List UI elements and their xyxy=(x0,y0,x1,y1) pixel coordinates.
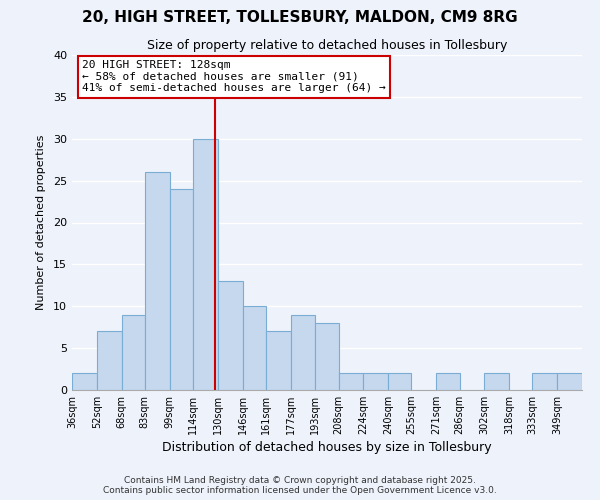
Bar xyxy=(388,373,412,390)
Text: 20 HIGH STREET: 128sqm
← 58% of detached houses are smaller (91)
41% of semi-det: 20 HIGH STREET: 128sqm ← 58% of detached… xyxy=(82,60,386,93)
Bar xyxy=(364,373,388,390)
Bar xyxy=(145,172,170,390)
Text: Contains HM Land Registry data © Crown copyright and database right 2025.
Contai: Contains HM Land Registry data © Crown c… xyxy=(103,476,497,495)
Bar xyxy=(316,323,338,390)
Bar xyxy=(193,138,218,390)
Bar xyxy=(218,281,242,390)
Bar xyxy=(122,314,145,390)
Bar xyxy=(266,332,290,390)
Bar xyxy=(97,332,122,390)
Bar xyxy=(242,306,266,390)
Text: 20, HIGH STREET, TOLLESBURY, MALDON, CM9 8RG: 20, HIGH STREET, TOLLESBURY, MALDON, CM9… xyxy=(82,10,518,25)
Bar xyxy=(170,189,193,390)
Bar xyxy=(484,373,509,390)
Bar xyxy=(436,373,460,390)
Bar xyxy=(557,373,582,390)
Bar xyxy=(532,373,557,390)
Y-axis label: Number of detached properties: Number of detached properties xyxy=(36,135,46,310)
Bar xyxy=(72,373,97,390)
X-axis label: Distribution of detached houses by size in Tollesbury: Distribution of detached houses by size … xyxy=(162,442,492,454)
Bar xyxy=(290,314,316,390)
Bar xyxy=(338,373,364,390)
Title: Size of property relative to detached houses in Tollesbury: Size of property relative to detached ho… xyxy=(147,40,507,52)
